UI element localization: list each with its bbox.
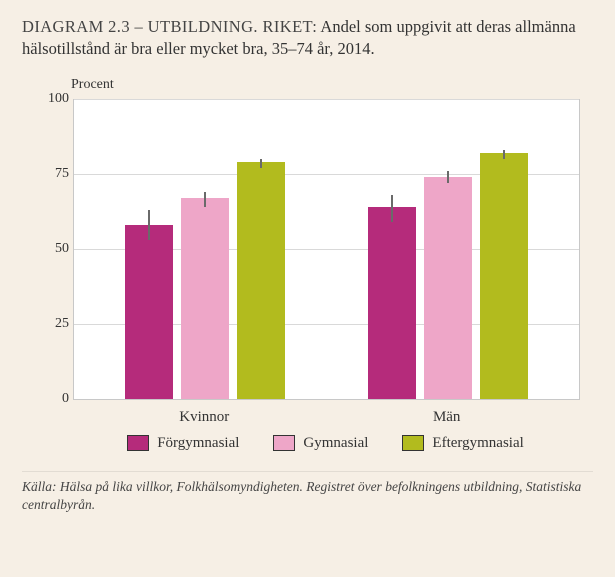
bar <box>181 198 229 399</box>
legend-label: Förgymnasial <box>157 435 239 452</box>
figure-title: DIAGRAM 2.3 – UTBILDNING. RIKET: Andel s… <box>22 16 593 61</box>
source-note: Källa: Hälsa på lika villkor, Folkhälsom… <box>22 471 593 514</box>
gridline <box>74 99 579 100</box>
bar <box>237 162 285 399</box>
y-axis-title: Procent <box>71 77 114 93</box>
legend-label: Eftergymnasial <box>432 435 523 452</box>
error-bar <box>260 159 262 168</box>
legend: Förgymnasial Gymnasial Eftergymnasial <box>73 435 578 452</box>
plot-area <box>73 99 580 400</box>
y-tick-label: 25 <box>29 316 69 332</box>
x-category-label: Kvinnor <box>179 409 229 426</box>
y-tick-label: 0 <box>29 391 69 407</box>
legend-swatch <box>273 435 295 451</box>
x-category-label: Män <box>433 409 461 426</box>
error-bar <box>503 150 505 159</box>
legend-item: Eftergymnasial <box>402 435 523 452</box>
error-bar <box>447 171 449 183</box>
bar <box>424 177 472 399</box>
error-bar <box>204 192 206 207</box>
bar <box>368 207 416 399</box>
y-tick-label: 75 <box>29 166 69 182</box>
figure-panel: DIAGRAM 2.3 – UTBILDNING. RIKET: Andel s… <box>0 0 615 577</box>
error-bar <box>148 210 150 240</box>
legend-swatch <box>127 435 149 451</box>
error-bar <box>391 195 393 222</box>
legend-item: Förgymnasial <box>127 435 239 452</box>
legend-label: Gymnasial <box>303 435 368 452</box>
title-caps: DIAGRAM 2.3 – UTBILDNING. RIKET: <box>22 17 317 36</box>
bar <box>480 153 528 399</box>
legend-item: Gymnasial <box>273 435 368 452</box>
y-tick-label: 50 <box>29 241 69 257</box>
legend-swatch <box>402 435 424 451</box>
bar <box>125 225 173 399</box>
chart: Procent Förgymnasial Gymnasial Eftergymnas… <box>25 79 590 449</box>
y-tick-label: 100 <box>29 91 69 107</box>
